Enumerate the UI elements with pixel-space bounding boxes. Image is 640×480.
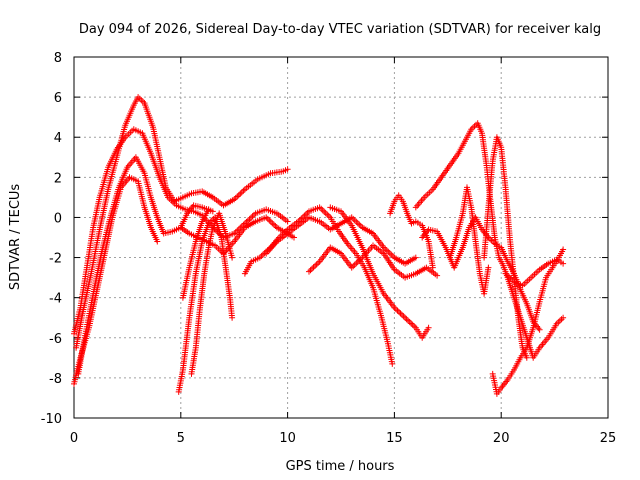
plot-frame (73, 56, 609, 419)
plus-markers (446, 184, 492, 297)
data-series-arc-2 (73, 94, 291, 351)
y-tick-label: 8 (54, 51, 62, 66)
y-tick-label: 6 (54, 91, 62, 106)
plus-markers (241, 204, 396, 367)
y-tick-label: -6 (49, 332, 62, 347)
plus-markers (327, 204, 432, 341)
data-series-arc-11 (306, 242, 441, 281)
y-axis-label: SDTVAR / TECUs (8, 184, 23, 291)
y-tick-label: 0 (54, 211, 62, 226)
plus-markers (306, 242, 441, 281)
plus-markers (71, 174, 161, 387)
x-tick-label: 10 (279, 431, 296, 446)
data-series-arc-13 (387, 192, 436, 271)
y-tick-label: 4 (54, 131, 62, 146)
plus-markers (175, 214, 236, 395)
plus-markers (489, 246, 567, 397)
x-tick-label: 25 (600, 431, 617, 446)
data-series-arc-10 (263, 214, 419, 267)
x-tick-label: 0 (70, 431, 78, 446)
data-series-arc-17 (489, 246, 567, 397)
data-series-arc-12 (327, 204, 432, 341)
plus-markers (387, 192, 436, 271)
x-tick-label: 15 (386, 431, 403, 446)
y-tick-label: -8 (49, 372, 62, 387)
data-series-arc-16 (481, 134, 530, 361)
plus-markers (481, 134, 530, 361)
data-series-arc-9 (241, 204, 396, 367)
y-tick-label: -4 (49, 292, 62, 307)
chart-title: Day 094 of 2026, Sidereal Day-to-day VTE… (79, 22, 601, 37)
plus-markers (179, 206, 212, 301)
plus-markers (188, 210, 236, 377)
data-points (71, 94, 567, 397)
x-axis-label: GPS time / hours (286, 459, 395, 474)
plus-markers (263, 214, 419, 267)
x-tick-label: 5 (177, 431, 185, 446)
x-tick-label: 20 (493, 431, 510, 446)
y-tick-label: -10 (41, 412, 62, 427)
data-series-arc-7 (188, 210, 236, 377)
plus-markers (73, 94, 291, 351)
data-series-arc-8 (179, 206, 212, 301)
plus-markers (502, 256, 567, 289)
data-series-arc-5 (175, 214, 236, 395)
axis-ticks: 0 5 10 15 20 25 -10 -8 -6 -4 -2 0 2 4 6 8 (41, 51, 617, 446)
y-tick-label: 2 (54, 171, 62, 186)
data-series-arc-19 (446, 184, 492, 297)
data-series-arc-18 (502, 256, 567, 289)
data-series-arc-4 (71, 174, 161, 387)
y-tick-label: -2 (49, 252, 62, 267)
